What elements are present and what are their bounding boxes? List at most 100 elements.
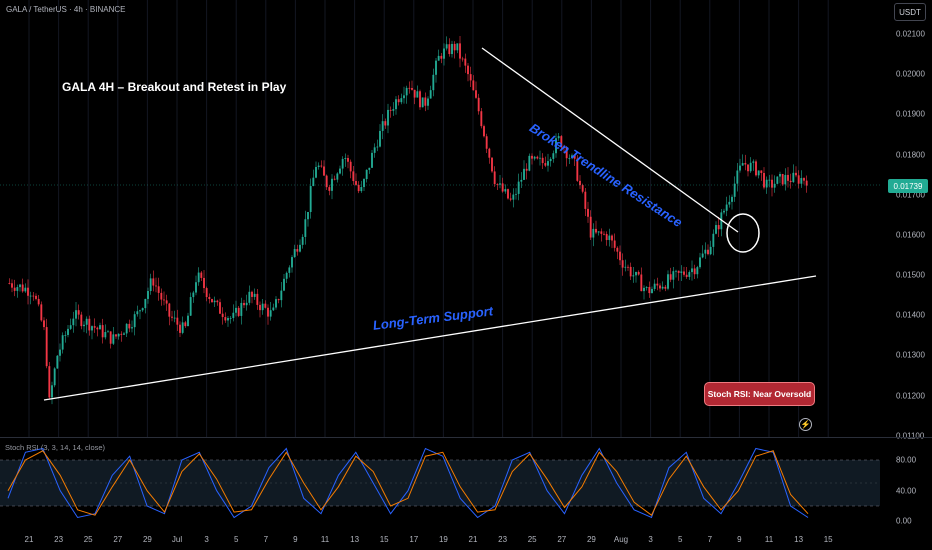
resistance-trendline[interactable]	[481, 47, 739, 233]
candle-body	[163, 299, 165, 301]
candle-body	[536, 156, 539, 159]
current-price-badge: 0.01739	[888, 179, 928, 193]
candle-body	[600, 231, 603, 234]
support-trendline[interactable]	[43, 275, 817, 401]
candle-body	[405, 87, 408, 96]
candle-body	[267, 307, 269, 317]
time-tick: 19	[438, 535, 448, 544]
candle-body	[467, 65, 469, 75]
candle-body	[515, 193, 517, 195]
price-tick: 0.01900	[896, 109, 925, 119]
candle-body	[8, 283, 11, 284]
candle-body	[408, 87, 411, 89]
candle-body	[235, 307, 237, 313]
candle-body	[757, 170, 760, 176]
candle-body	[53, 368, 56, 386]
chart-grid	[28, 0, 829, 437]
candle-body	[744, 163, 747, 165]
candle-body	[712, 233, 715, 247]
candle-body	[771, 179, 773, 188]
time-tick: 13	[350, 535, 360, 544]
candle-body	[488, 148, 491, 158]
candle-body	[24, 287, 27, 292]
time-axis[interactable]: 21 23 25 27 29 Jul 3 5 7 9 11 13 15 17 19 21 23 25 27 29 Aug…	[0, 530, 880, 550]
candle-body	[659, 285, 661, 289]
candle-body	[69, 325, 72, 329]
candle-body	[240, 302, 243, 316]
candle-body	[637, 271, 640, 275]
candle-body	[472, 80, 475, 91]
candle-body	[293, 249, 296, 258]
candle-body	[320, 165, 323, 167]
breakout-circle[interactable]	[726, 213, 760, 253]
candle-body	[389, 109, 392, 111]
price-axis[interactable]: 0.02100 0.02000 0.01900 0.01800 0.01700 0.016…	[880, 0, 932, 530]
candle-body	[485, 136, 488, 149]
candle-body	[184, 322, 187, 327]
time-tick: 7	[707, 535, 713, 544]
candle-body	[733, 183, 736, 197]
candle-body	[525, 168, 528, 171]
candle-body	[229, 317, 232, 319]
candle-body	[227, 318, 229, 321]
candle-body	[619, 251, 621, 261]
candle-body	[397, 99, 400, 103]
candle-body	[61, 335, 64, 350]
symbol-label: GALA / TetherUS · 4h · BINANCE	[6, 5, 126, 14]
time-tick: 15	[379, 535, 389, 544]
price-tick: 0.01600	[896, 230, 925, 240]
main-price-chart[interactable]	[0, 0, 880, 437]
time-tick: 5	[233, 535, 239, 544]
candle-body	[560, 136, 563, 148]
stoch-rsi-pane[interactable]	[0, 438, 880, 530]
candle-body	[581, 185, 584, 192]
candle-body	[645, 286, 648, 288]
candle-body	[312, 177, 315, 187]
candle-body	[280, 290, 283, 301]
candle-body	[251, 291, 253, 297]
candle-body	[661, 286, 664, 289]
candle-body	[363, 179, 365, 188]
indicator-legend[interactable]: Stoch RSI (3, 3, 14, 14, close)	[5, 443, 106, 452]
candle-body	[579, 180, 581, 186]
candle-body	[517, 181, 520, 194]
candle-body	[493, 171, 496, 184]
time-tick: 29	[142, 535, 152, 544]
candle-body	[589, 216, 592, 238]
candle-body	[77, 310, 80, 315]
stoch-rsi-line	[7, 450, 809, 516]
candle-body	[213, 300, 216, 303]
candle-body	[301, 236, 304, 245]
candle-body	[221, 313, 224, 318]
candle-body	[624, 266, 627, 268]
candle-body	[387, 109, 389, 126]
candle-body	[523, 168, 525, 180]
candle-body	[544, 163, 547, 166]
price-tick: 0.01700	[896, 190, 925, 200]
candle-body	[197, 272, 200, 283]
candle-body	[677, 270, 680, 273]
candle-body	[413, 89, 416, 98]
candle-body	[152, 278, 155, 286]
candle-body	[376, 146, 379, 148]
candle-body	[411, 88, 413, 90]
candle-body	[781, 173, 784, 185]
pane-divider[interactable]	[0, 437, 932, 438]
stoch-rsi-tick: 0.00	[896, 516, 912, 526]
candle-body	[691, 268, 693, 273]
candle-body	[803, 178, 805, 181]
candle-body	[32, 295, 35, 297]
candle-body	[752, 161, 755, 163]
candle-body	[187, 315, 189, 327]
candle-body	[195, 282, 197, 293]
candle-body	[448, 44, 451, 55]
lightning-icon[interactable]: ⚡	[799, 418, 812, 431]
candle-body	[611, 235, 613, 241]
candle-body	[480, 111, 483, 127]
time-tick: 29	[586, 535, 596, 544]
candle-body	[59, 349, 61, 356]
candle-body	[120, 333, 123, 335]
currency-button[interactable]: USDT	[894, 3, 926, 21]
candle-body	[360, 187, 363, 192]
candle-body	[216, 300, 219, 303]
